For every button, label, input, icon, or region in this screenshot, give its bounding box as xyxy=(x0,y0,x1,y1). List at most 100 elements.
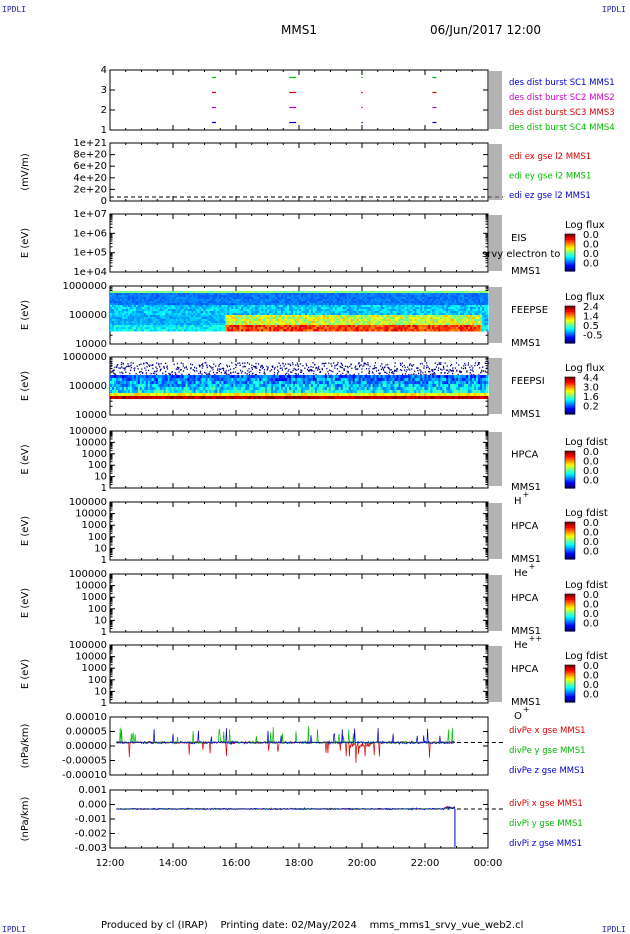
heatmap-cell xyxy=(299,313,302,316)
heatmap-cell xyxy=(167,381,171,385)
heatmap-cell xyxy=(159,311,163,314)
heatmap-cell xyxy=(362,319,366,322)
heatmap-cell xyxy=(414,321,417,324)
heatmap-cell xyxy=(231,317,234,320)
heatmap-cell xyxy=(117,381,121,385)
heatmap-cell xyxy=(175,384,179,388)
heatmap-cell xyxy=(131,293,135,296)
heatmap-cell xyxy=(392,307,395,310)
heatmap-cell xyxy=(392,299,395,302)
heatmap-cell xyxy=(203,325,206,328)
heatmap-cell xyxy=(406,325,409,328)
heatmap-cell xyxy=(243,317,246,320)
heatmap-cell xyxy=(366,293,370,296)
heatmap-cell xyxy=(293,309,296,312)
heatmap-cell xyxy=(155,329,159,332)
heatmap-cell xyxy=(426,307,429,310)
heatmap-cell xyxy=(241,319,244,322)
heatmap-cell xyxy=(283,309,286,312)
heatmap-cell xyxy=(161,311,165,314)
heatmap-cell xyxy=(179,301,183,304)
heatmap-cell xyxy=(173,293,177,296)
heatmap-cell xyxy=(468,307,471,310)
heatmap-cell xyxy=(320,299,324,302)
heatmap-cell xyxy=(241,305,244,308)
heatmap-cell xyxy=(125,291,129,294)
heatmap-cell xyxy=(125,295,129,298)
heatmap-cell xyxy=(380,323,384,326)
heatmap-cell xyxy=(235,329,238,332)
heatmap-cell xyxy=(177,307,181,310)
heatmap-cell xyxy=(121,293,125,296)
heatmap-cell xyxy=(416,305,419,308)
heatmap-speck xyxy=(175,373,177,375)
heatmap-cell xyxy=(141,384,145,388)
heatmap-cell xyxy=(111,375,115,379)
heatmap-speck xyxy=(138,364,140,366)
heatmap-cell xyxy=(151,291,155,294)
heatmap-cell xyxy=(199,315,203,318)
heatmap-cell xyxy=(420,307,423,310)
heatmap-cell xyxy=(197,309,201,312)
heatmap-cell xyxy=(139,295,143,298)
heatmap-cell xyxy=(121,381,125,385)
heatmap-cell xyxy=(155,387,159,391)
heatmap-cell xyxy=(135,396,139,399)
heatmap-cell xyxy=(338,299,342,302)
heatmap-cell xyxy=(360,311,364,314)
heatmap-cell xyxy=(482,303,485,306)
heatmap-cell xyxy=(233,321,236,324)
heatmap-cell xyxy=(386,303,390,306)
heatmap-cell xyxy=(414,305,417,308)
heatmap-cell xyxy=(193,321,197,324)
heatmap-cell xyxy=(193,311,197,314)
heatmap-cell xyxy=(414,295,417,298)
heatmap-cell xyxy=(468,311,471,314)
heatmap-cell xyxy=(400,311,403,314)
heatmap-cell xyxy=(302,301,306,304)
heatmap-cell xyxy=(295,297,298,300)
heatmap-cell xyxy=(181,309,185,312)
heatmap-cell xyxy=(265,297,268,300)
heatmap-speck xyxy=(111,364,113,366)
heatmap-cell xyxy=(157,325,161,328)
heatmap-cell xyxy=(269,297,272,300)
heatmap-cell xyxy=(446,305,449,308)
heatmap-cell xyxy=(191,323,195,326)
heatmap-cell xyxy=(396,293,399,296)
heatmap-cell xyxy=(300,297,304,300)
heatmap-cell xyxy=(478,325,481,328)
heatmap-cell xyxy=(211,315,214,318)
heatmap-cell xyxy=(195,297,199,300)
heatmap-cell xyxy=(115,387,119,391)
heatmap-cell xyxy=(147,309,151,312)
heatmap-cell xyxy=(338,307,342,310)
colorbar-swatch xyxy=(565,241,575,244)
heatmap-cell xyxy=(201,319,205,322)
heatmap-cell xyxy=(261,301,264,304)
heatmap-cell xyxy=(448,329,451,332)
heatmap-cell xyxy=(159,305,163,308)
heatmap-cell xyxy=(211,317,214,320)
heatmap-cell xyxy=(217,303,220,306)
heatmap-cell xyxy=(185,297,189,300)
overlay-label: srvy electron to xyxy=(482,249,560,260)
heatmap-speck xyxy=(165,373,167,376)
heatmap-cell xyxy=(181,295,185,298)
heatmap-cell xyxy=(470,315,473,318)
heatmap-cell xyxy=(167,323,171,326)
heatmap-cell xyxy=(191,313,195,316)
heatmap-cell xyxy=(289,297,292,300)
heatmap-cell xyxy=(314,291,318,294)
heatmap-cell xyxy=(155,295,159,298)
heatmap-cell xyxy=(145,317,149,320)
heatmap-cell xyxy=(117,384,121,388)
heatmap-cell xyxy=(137,307,141,310)
heatmap-cell xyxy=(458,311,461,314)
heatmap-cell xyxy=(265,317,268,320)
heatmap-cell xyxy=(316,317,320,320)
heatmap-cell xyxy=(384,319,388,322)
colorbar-swatch xyxy=(565,254,575,257)
heatmap-cell xyxy=(482,319,485,322)
heatmap-cell xyxy=(446,307,449,310)
